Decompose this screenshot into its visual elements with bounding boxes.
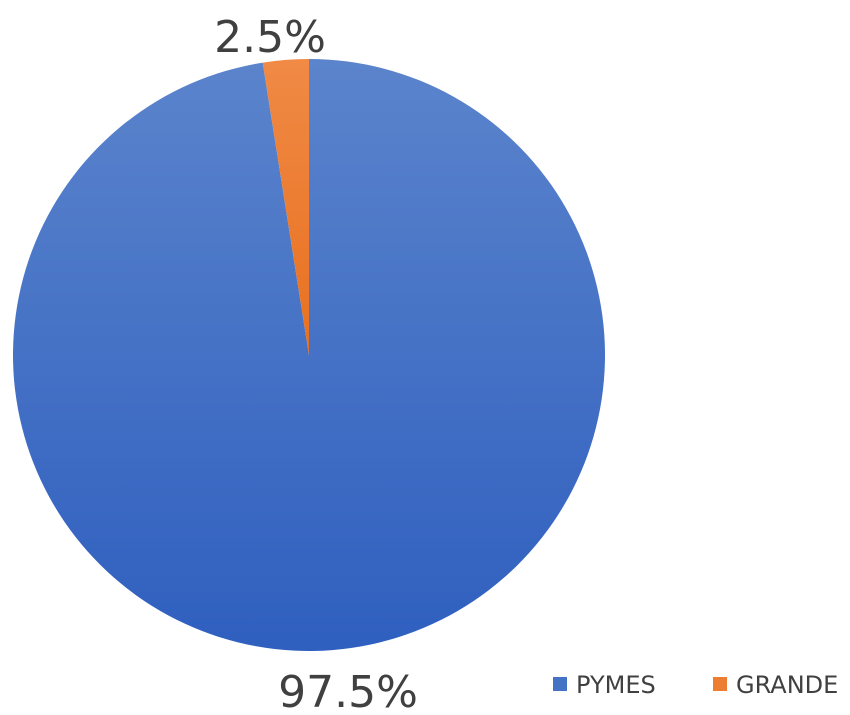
legend-swatch-grande (713, 677, 727, 691)
data-label-pymes: 97.5% (278, 667, 418, 715)
pie-slice-pymes (12, 59, 605, 652)
pie-slices (12, 59, 605, 652)
data-label-grande: 2.5% (214, 12, 326, 63)
legend-swatch-pymes (553, 677, 567, 691)
legend-label-pymes: PYMES (576, 671, 656, 699)
legend-label-grande: GRANDE (736, 671, 838, 699)
legend: PYMES GRANDE (553, 671, 838, 699)
pie-slice-grande (262, 59, 309, 355)
